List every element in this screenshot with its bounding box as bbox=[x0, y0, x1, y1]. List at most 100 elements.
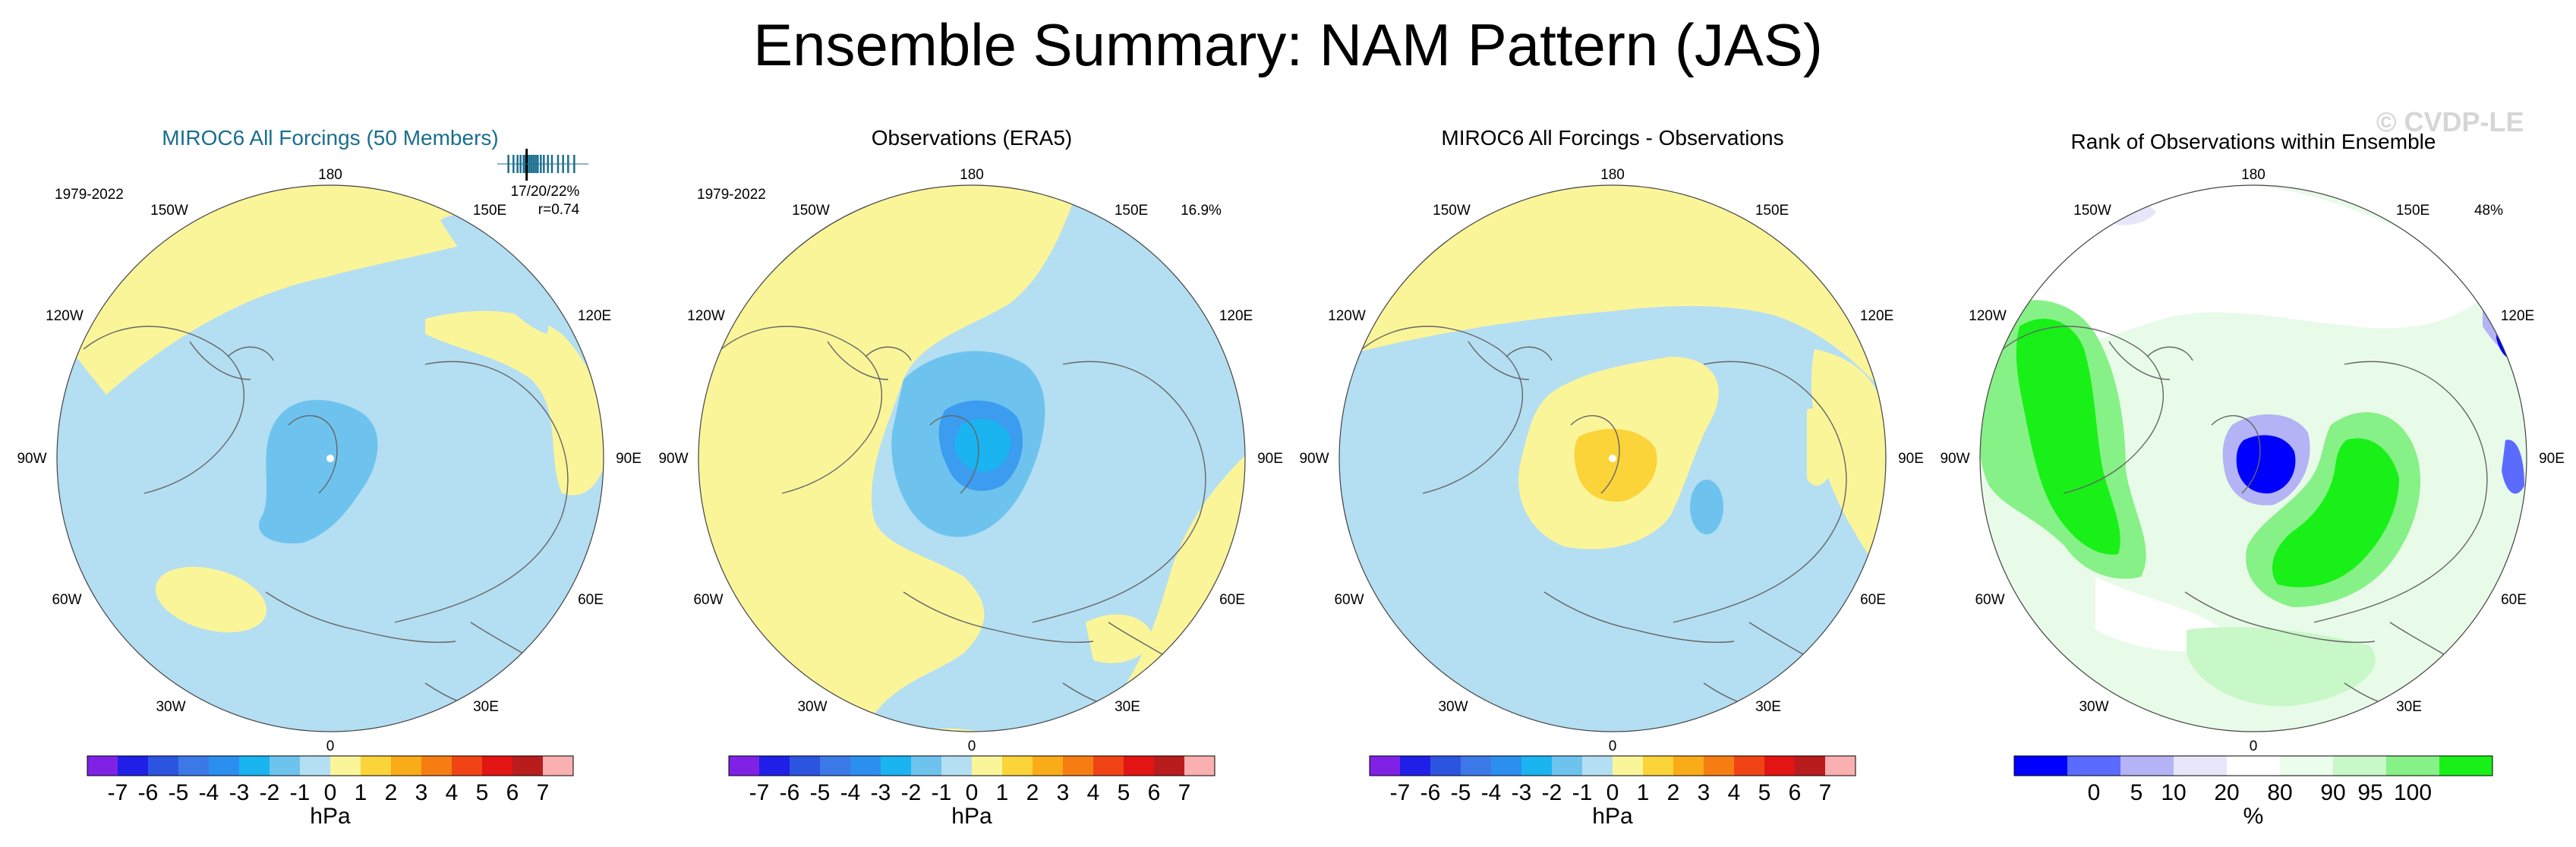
colorbar-tick-label: -5 bbox=[1451, 780, 1471, 805]
lon-label: 0 bbox=[326, 738, 335, 754]
colorbar-tick-label: -4 bbox=[840, 780, 861, 805]
colorbar-swatch bbox=[361, 756, 391, 776]
colorbar-tick-label: 7 bbox=[1819, 780, 1832, 805]
colorbar-frame bbox=[2013, 755, 2493, 776]
lon-label: 60W bbox=[1975, 592, 2004, 608]
colorbar-swatch bbox=[148, 756, 178, 776]
ensemble-spread-bars bbox=[507, 149, 575, 181]
lon-labels: 180 150E 120E 90E 60E 30E 0 30W 60W 90W … bbox=[1299, 167, 1923, 754]
colorbar-tick-label: -4 bbox=[1481, 780, 1502, 805]
panel-title: Observations (ERA5) bbox=[872, 126, 1073, 150]
colorbar-tick-label: 10 bbox=[2161, 780, 2186, 805]
watermark: © CVDP-LE bbox=[2376, 106, 2524, 137]
lon-label: 30W bbox=[1438, 699, 1468, 715]
colorbar-tick-label: -1 bbox=[290, 780, 311, 805]
colorbar-tick-label: 5 bbox=[1118, 780, 1130, 805]
lon-label: 30E bbox=[473, 699, 499, 715]
colorbar-units: hPa bbox=[1592, 804, 1633, 829]
lon-label: 60E bbox=[578, 592, 604, 608]
colorbar-swatch bbox=[300, 756, 330, 776]
colorbar-swatch bbox=[2014, 756, 2067, 776]
colorbar-swatch bbox=[820, 756, 850, 776]
positive-region bbox=[1811, 349, 1886, 577]
rank-region bbox=[2026, 185, 2490, 347]
pole-marker bbox=[326, 455, 334, 462]
colorbar-tick-label: 90 bbox=[2320, 780, 2345, 805]
lon-label: 180 bbox=[1600, 167, 1625, 183]
colorbar-swatch bbox=[330, 756, 361, 776]
lon-label: 30E bbox=[2396, 699, 2422, 715]
land-outlines bbox=[720, 326, 1206, 707]
colorbar-swatch bbox=[1184, 756, 1215, 776]
colorbar-swatch bbox=[2120, 756, 2174, 776]
colorbar-tick-label: 2 bbox=[1667, 780, 1680, 805]
colorbar-swatch bbox=[1491, 756, 1521, 776]
colorbar-swatch bbox=[1552, 756, 1582, 776]
colorbar-swatch bbox=[881, 756, 911, 776]
colorbar-tick-label: 100 bbox=[2394, 780, 2432, 805]
lon-label: 0 bbox=[1609, 738, 1617, 754]
colorbar-swatch bbox=[941, 756, 972, 776]
rank-region bbox=[2272, 438, 2399, 587]
lon-label: 30E bbox=[1755, 699, 1781, 715]
colorbar-swatch bbox=[239, 756, 270, 776]
colorbar-tick-label: 5 bbox=[2130, 780, 2143, 805]
colorbar-tick-label: 0 bbox=[1606, 780, 1619, 805]
pole-marker bbox=[1609, 455, 1616, 462]
colorbar-swatch bbox=[1764, 756, 1795, 776]
lon-labels: 180 150E 120E 90E 60E 30E 0 30W 60W 90W … bbox=[17, 167, 641, 754]
colorbar-tick-label: 4 bbox=[446, 780, 459, 805]
colorbar-tick-label: 0 bbox=[324, 780, 337, 805]
colorbar-swatch bbox=[178, 756, 209, 776]
colorbar-tick-label: 4 bbox=[1087, 780, 1100, 805]
map-boundary bbox=[56, 184, 604, 732]
colorbar-tick-label: -5 bbox=[810, 780, 831, 805]
colorbar-tick-label: -5 bbox=[169, 780, 189, 805]
period-label: 1979-2022 bbox=[55, 187, 124, 203]
colorbar-swatch bbox=[87, 756, 118, 776]
lon-label: 90E bbox=[1898, 451, 1924, 467]
lon-label: 30E bbox=[1115, 699, 1140, 715]
map-boundary bbox=[1979, 184, 2527, 732]
rank-region bbox=[2016, 319, 2120, 555]
colorbar-swatch bbox=[2174, 756, 2227, 776]
lon-label: 120W bbox=[1969, 308, 2007, 324]
colorbar-tick-label: -2 bbox=[901, 780, 922, 805]
colorbar-tick-label: 7 bbox=[537, 780, 550, 805]
rank-region bbox=[2502, 439, 2524, 494]
colorbar-swatch bbox=[452, 756, 482, 776]
colorbar-swatch bbox=[729, 756, 759, 776]
colorbar-tick-label: 6 bbox=[1789, 780, 1802, 805]
colorbar-swatch bbox=[1704, 756, 1734, 776]
lon-label: 120E bbox=[1860, 308, 1893, 324]
positive-region bbox=[155, 566, 267, 633]
panel-title: Rank of Observations within Ensemble bbox=[2071, 130, 2436, 153]
colorbar-swatch bbox=[972, 756, 1002, 776]
colorbar: -7 -6 -5 -4 -3 -2 -1 0 1 2 3 4 5 6 7 bbox=[728, 755, 1215, 805]
negative-region bbox=[440, 215, 549, 334]
colorbar-swatch bbox=[1582, 756, 1613, 776]
colorbar-swatch bbox=[1063, 756, 1093, 776]
colorbar-units: % bbox=[2243, 804, 2264, 829]
lon-label: 60W bbox=[693, 592, 723, 608]
colorbar-swatch bbox=[1093, 756, 1124, 776]
colorbar-swatch bbox=[2333, 756, 2386, 776]
lon-label: 120E bbox=[2501, 308, 2534, 324]
colorbar-swatch bbox=[270, 756, 300, 776]
negative-region bbox=[865, 190, 1245, 732]
positive-region bbox=[1086, 614, 1154, 663]
colorbar-tick-label: -7 bbox=[749, 780, 770, 805]
lon-label: 150E bbox=[1115, 203, 1148, 219]
colorbar-tick-label: -3 bbox=[229, 780, 250, 805]
lon-label: 60W bbox=[52, 592, 81, 608]
land-outlines bbox=[83, 326, 569, 707]
lon-label: 90E bbox=[616, 451, 642, 467]
lon-label: 60E bbox=[1860, 592, 1886, 608]
lon-label: 120E bbox=[1219, 308, 1253, 324]
pattern-stats: 16.9% bbox=[1181, 203, 1222, 219]
lon-label: 180 bbox=[318, 167, 342, 183]
colorbar-swatch bbox=[1002, 756, 1033, 776]
colorbar-tick-label: -4 bbox=[199, 780, 219, 805]
colorbar-swatch bbox=[1430, 756, 1461, 776]
